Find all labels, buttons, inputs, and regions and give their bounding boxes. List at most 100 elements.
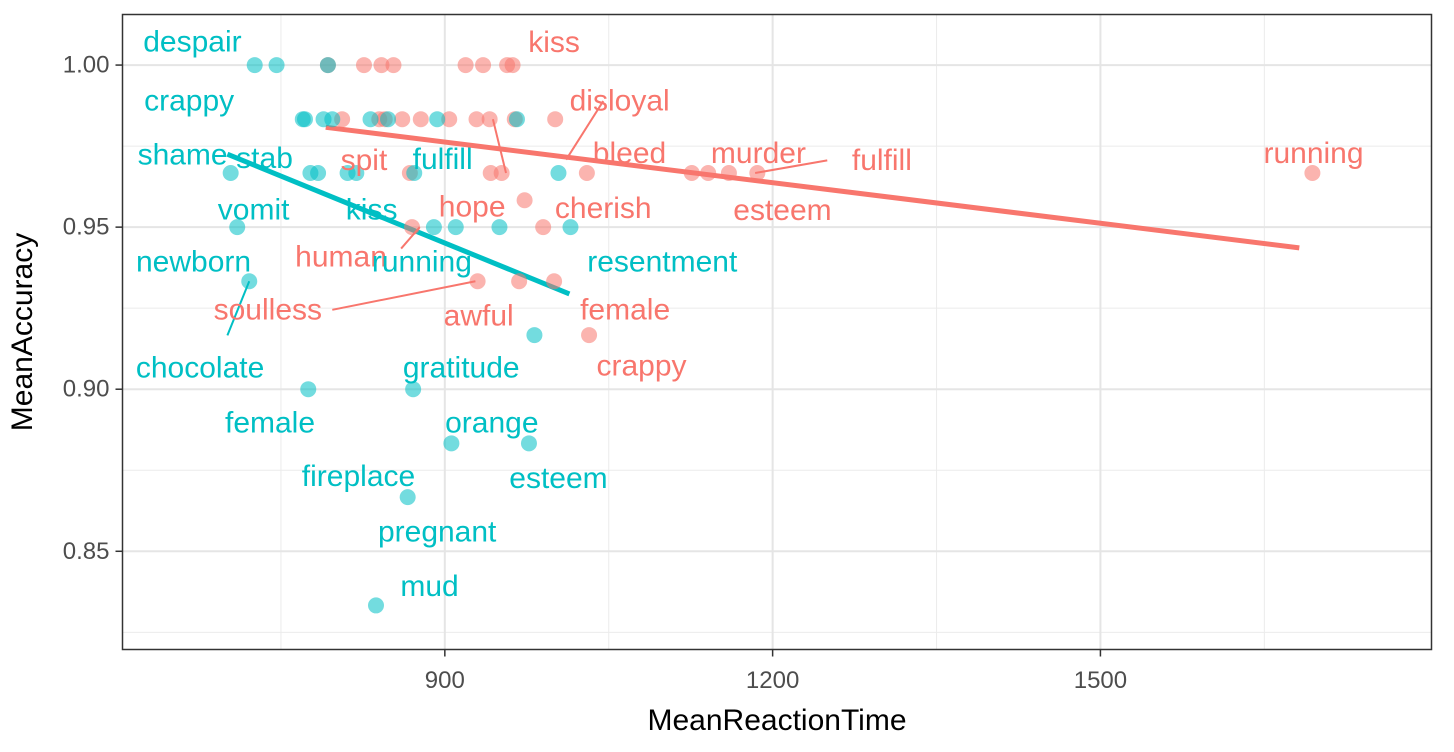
- point-label: human: [295, 240, 387, 273]
- data-point: [406, 165, 423, 182]
- point-label: kiss: [528, 26, 580, 59]
- data-point: [457, 57, 474, 74]
- data-point: [300, 381, 317, 398]
- data-point: [429, 111, 446, 128]
- data-point: [550, 165, 567, 182]
- point-label: newborn: [136, 245, 251, 278]
- data-point: [348, 165, 365, 182]
- data-point: [546, 273, 563, 290]
- label-leader-line: [565, 100, 605, 161]
- data-point: [246, 57, 263, 74]
- data-point: [405, 381, 422, 398]
- data-point: [720, 165, 737, 182]
- point-label: shame: [138, 138, 228, 171]
- data-point: [547, 111, 564, 128]
- point-label: female: [580, 294, 670, 327]
- point-label: female: [225, 407, 315, 440]
- data-point: [222, 165, 239, 182]
- data-point: [404, 219, 421, 236]
- panel-border: [121, 13, 1433, 651]
- point-label: pregnant: [378, 515, 497, 548]
- data-point: [516, 192, 533, 209]
- point-label: fireplace: [302, 460, 415, 493]
- point-label: spit: [341, 144, 388, 177]
- point-label: mud: [400, 570, 458, 603]
- label-leader-line: [332, 280, 476, 311]
- data-point: [475, 57, 492, 74]
- data-point: [562, 219, 579, 236]
- data-point: [581, 327, 598, 344]
- data-point: [412, 111, 429, 128]
- data-point: [394, 111, 411, 128]
- data-point: [493, 165, 510, 182]
- data-point: [385, 57, 402, 74]
- data-point: [491, 219, 508, 236]
- data-point: [511, 273, 528, 290]
- point-label: hope: [439, 191, 506, 224]
- data-point: [481, 111, 498, 128]
- label-leader-line: [491, 118, 507, 174]
- point-label: soulless: [214, 294, 322, 327]
- label-leader-line: [226, 280, 251, 336]
- y-axis-title: MeanAccuracy: [6, 233, 39, 431]
- point-label: chocolate: [136, 351, 264, 384]
- x-tick-label: 900: [425, 667, 465, 694]
- data-point: [268, 57, 285, 74]
- data-point: [749, 165, 766, 182]
- data-point: [241, 273, 258, 290]
- y-tick-label: 0.85: [63, 538, 110, 565]
- point-label: vomit: [218, 193, 290, 226]
- data-point: [504, 57, 521, 74]
- point-label: awful: [444, 299, 514, 332]
- point-label: stab: [236, 142, 293, 175]
- data-point: [1304, 165, 1321, 182]
- data-point: [425, 219, 442, 236]
- data-point: [229, 219, 246, 236]
- data-point: [367, 597, 384, 614]
- trend-line: [325, 124, 1300, 251]
- point-label: murder: [711, 137, 806, 170]
- point-label: esteem: [509, 462, 607, 495]
- data-point: [447, 219, 464, 236]
- point-label: disloyal: [570, 85, 670, 118]
- data-point: [520, 435, 537, 452]
- data-point: [324, 111, 341, 128]
- data-point: [469, 273, 486, 290]
- label-leader-line: [754, 159, 828, 174]
- x-tick-label: 1200: [746, 667, 799, 694]
- data-point: [296, 111, 313, 128]
- data-point: [362, 111, 379, 128]
- data-point: [535, 219, 552, 236]
- point-label: bleed: [593, 137, 666, 170]
- data-point: [526, 327, 543, 344]
- data-point: [443, 435, 460, 452]
- y-tick-label: 1.00: [63, 52, 110, 79]
- data-point: [319, 57, 336, 74]
- point-label: resentment: [587, 245, 738, 278]
- point-label: crappy: [144, 85, 234, 118]
- point-label: running: [372, 245, 472, 278]
- point-label: crappy: [596, 350, 686, 383]
- trend-line: [226, 151, 571, 297]
- data-point: [373, 57, 390, 74]
- point-label: gratitude: [403, 351, 520, 384]
- point-label: kiss: [346, 193, 398, 226]
- y-tick-label: 0.95: [63, 214, 110, 241]
- point-label: despair: [143, 26, 241, 59]
- y-tick-label: 0.90: [63, 376, 110, 403]
- point-label: fulfill: [413, 143, 473, 176]
- x-axis-title: MeanReactionTime: [648, 704, 907, 737]
- point-label: running: [1263, 137, 1363, 170]
- point-label: cherish: [555, 192, 652, 225]
- data-point: [700, 165, 717, 182]
- data-point: [683, 165, 700, 182]
- data-point: [578, 165, 595, 182]
- x-tick-label: 1500: [1074, 667, 1127, 694]
- data-point: [310, 165, 327, 182]
- point-label: orange: [445, 407, 538, 440]
- data-point: [399, 489, 416, 506]
- data-point: [508, 111, 525, 128]
- point-label: fulfill: [852, 144, 912, 177]
- data-point: [355, 57, 372, 74]
